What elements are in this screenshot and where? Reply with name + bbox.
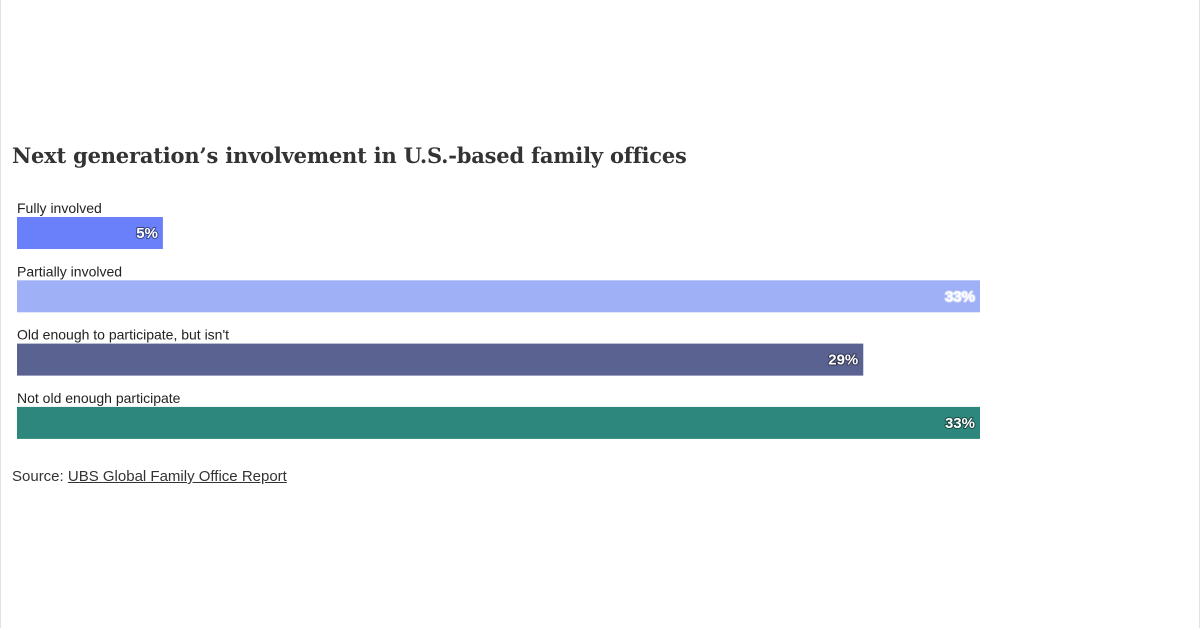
category-label-old-enough-to-participate-but-isn-t: Old enough to participate, but isn't — [17, 327, 229, 343]
source-link[interactable]: UBS Global Family Office Report — [67, 468, 287, 485]
value-label-old-enough-to-participate-but-isn-t: 29% — [828, 352, 858, 369]
value-label-not-old-enough-participate: 33% — [945, 415, 975, 432]
bar-old-enough-to-participate-but-isn-t[interactable] — [17, 343, 864, 376]
value-label-partially-involved: 33% — [945, 288, 975, 305]
bar-partially-involved[interactable] — [17, 280, 980, 313]
chart-title: Next generation’s involvement in U.S.-ba… — [12, 143, 687, 168]
category-label-fully-involved: Fully involved — [17, 200, 102, 216]
source-line: Source: UBS Global Family Office Report — [12, 468, 287, 485]
bar-fully-involved[interactable] — [17, 217, 163, 249]
source-prefix: Source: — [12, 468, 68, 485]
category-label-not-old-enough-participate: Not old enough participate — [17, 390, 181, 406]
value-label-fully-involved: 5% — [136, 225, 158, 242]
category-label-partially-involved: Partially involved — [17, 263, 122, 279]
bar-not-old-enough-participate[interactable] — [17, 406, 980, 439]
